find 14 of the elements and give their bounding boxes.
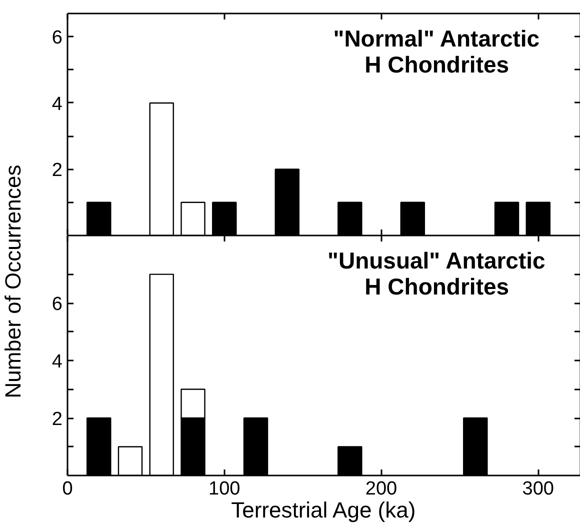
text: "Unusual" Antarctic H Chondrites (328, 248, 546, 300)
y-tick-label: 6 (52, 28, 63, 49)
y-axis-title: Number of Occurrences (0, 164, 26, 398)
y-tick-label: 6 (52, 294, 63, 316)
y-tick-label: 4 (52, 352, 63, 373)
y-tick-label: 2 (52, 160, 63, 182)
text: "Normal" Antarctic H Chondrites (333, 26, 540, 78)
x-tick-label: 200 (365, 478, 398, 500)
x-tick-label: 100 (208, 478, 240, 500)
x-tick-label: 0 (62, 478, 73, 500)
y-tick-label: 4 (52, 94, 63, 115)
x-axis-title: Terrestrial Age (ka) (231, 498, 416, 522)
y-tick-label: 2 (52, 409, 63, 430)
x-tick-label: 300 (522, 478, 554, 500)
